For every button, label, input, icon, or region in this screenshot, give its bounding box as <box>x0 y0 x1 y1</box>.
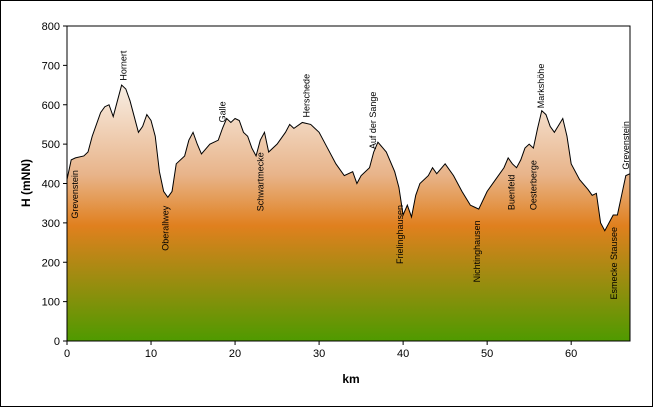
x-tick-label: 20 <box>229 348 241 360</box>
area-fill <box>67 85 630 341</box>
place-label: Oberallwey <box>160 205 170 251</box>
y-tick-label: 500 <box>42 139 60 151</box>
y-tick-label: 100 <box>42 297 60 309</box>
place-label: Schwartmecke <box>255 152 265 211</box>
y-tick-label: 0 <box>54 336 60 348</box>
y-tick-label: 400 <box>42 179 60 191</box>
place-label: Markshöhe <box>536 64 546 109</box>
place-label: Galle <box>217 101 227 122</box>
x-tick-label: 30 <box>313 348 325 360</box>
x-tick-label: 60 <box>565 348 577 360</box>
y-tick-label: 200 <box>42 257 60 269</box>
y-axis-title: H (mNN) <box>19 159 33 207</box>
y-tick-label: 700 <box>42 60 60 72</box>
x-tick-label: 0 <box>64 348 70 360</box>
y-tick-label: 800 <box>42 21 60 33</box>
x-axis-title: km <box>342 372 359 386</box>
place-label: Frielinghausen <box>395 205 405 264</box>
place-label: Nichtinghausen <box>472 220 482 282</box>
place-label: Herschede <box>301 74 311 118</box>
place-label: Oesterberge <box>528 160 538 210</box>
place-label: Esmecke Stausee <box>609 227 619 300</box>
y-tick-label: 600 <box>42 100 60 112</box>
place-label: Hornert <box>118 50 128 81</box>
place-label: Grevenstein <box>621 121 631 170</box>
profile-line <box>66 84 631 232</box>
place-label: Auf der Sange <box>368 92 378 150</box>
place-label: Grevenstein <box>70 170 80 219</box>
x-tick-label: 50 <box>481 348 493 360</box>
x-tick-label: 40 <box>397 348 409 360</box>
x-tick-label: 10 <box>145 348 157 360</box>
y-tick-label: 300 <box>42 218 60 230</box>
place-label: Buenfeld <box>507 175 517 211</box>
